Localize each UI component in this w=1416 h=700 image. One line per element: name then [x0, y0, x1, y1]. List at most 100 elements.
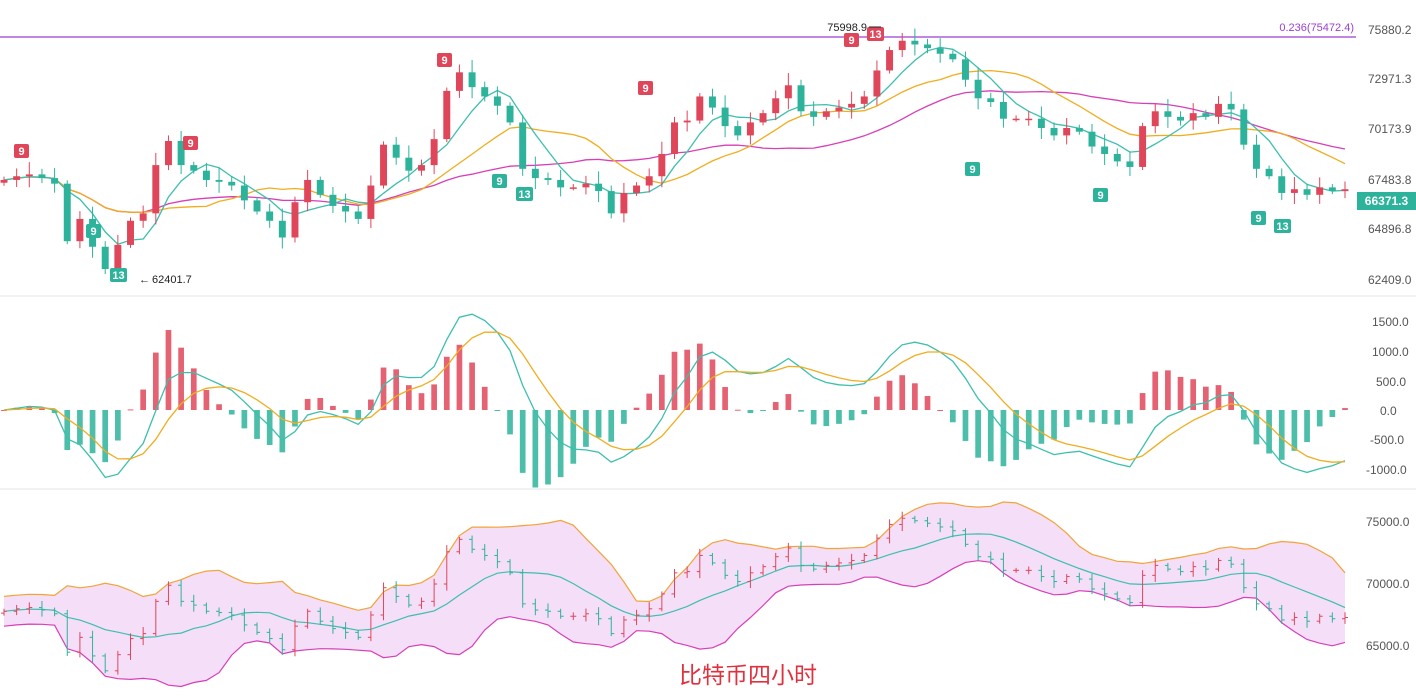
boll-tick: 75000.0	[1366, 515, 1410, 529]
candle	[493, 86, 501, 115]
macd-bar	[848, 410, 855, 421]
macd-bar	[747, 410, 754, 414]
macd-dea-line	[3, 331, 1346, 463]
candle	[481, 81, 489, 102]
macd-bar	[266, 410, 273, 445]
ohlc-bar	[291, 619, 298, 657]
candle	[1050, 122, 1058, 141]
candle	[405, 145, 413, 182]
macd-bar	[608, 410, 615, 442]
ohlc-bar	[1076, 572, 1083, 583]
ohlc-bar	[937, 518, 944, 533]
candle	[645, 168, 653, 193]
candle	[886, 46, 894, 74]
macd-bar	[1, 410, 7, 411]
macd-bar	[1101, 410, 1108, 424]
candle	[936, 38, 944, 63]
candle	[278, 208, 286, 249]
macd-bar	[545, 410, 551, 485]
ohlc-bar	[1342, 612, 1348, 624]
ohlc-bar	[1139, 570, 1146, 608]
macd-bar	[456, 344, 463, 410]
macd-bar	[1025, 410, 1032, 450]
macd-bar	[1278, 410, 1285, 460]
macd-bar	[1316, 410, 1323, 427]
ohlc-bar	[532, 598, 539, 616]
macd-bar	[1152, 371, 1159, 410]
candle	[177, 130, 185, 175]
macd-bar	[1165, 370, 1171, 410]
candle	[772, 90, 780, 121]
macd-bar	[115, 410, 121, 441]
macd-bar	[1329, 410, 1336, 417]
ohlc-bar	[1000, 552, 1007, 577]
candle	[708, 88, 716, 115]
ohlc-bar	[418, 597, 425, 609]
macd-bar	[89, 410, 96, 454]
macd-bar	[140, 389, 147, 410]
macd-bar	[1202, 386, 1209, 410]
ohlc-bar	[1253, 581, 1260, 611]
candle	[253, 197, 261, 215]
fib-0236-label: 0.236(75472.4)	[1279, 22, 1354, 34]
candle	[455, 64, 463, 98]
macd-bar	[621, 410, 627, 424]
candle	[974, 67, 982, 110]
macd-bar	[760, 410, 766, 411]
macd-bar	[279, 410, 286, 453]
ohlc-bar	[823, 561, 830, 573]
svg-text:9: 9	[969, 164, 975, 176]
macd-bar	[292, 410, 298, 427]
candle	[671, 116, 678, 159]
macd-bar	[507, 410, 513, 435]
macd-bar	[64, 410, 71, 451]
macd-bar	[152, 352, 159, 410]
ohlc-bar	[266, 628, 273, 643]
candle	[63, 180, 71, 245]
current-price-badge: 66371.3	[1357, 192, 1416, 210]
ohlc-bar	[1215, 557, 1222, 572]
macd-bar	[949, 410, 956, 423]
ohlc-bar	[494, 548, 501, 569]
macd-bar	[886, 380, 893, 410]
macd-bar	[178, 347, 184, 410]
macd-bar	[1051, 410, 1057, 440]
macd-bar	[912, 383, 918, 410]
candle	[228, 176, 236, 191]
candle	[999, 91, 1007, 128]
ohlc-bar	[89, 630, 96, 663]
price-tick: 67483.8	[1368, 173, 1412, 187]
macd-bar	[254, 410, 260, 439]
ohlc-bar	[608, 616, 615, 637]
macd-tick: -500.0	[1370, 433, 1404, 447]
svg-text:9: 9	[187, 138, 193, 150]
candle	[1215, 96, 1222, 124]
ohlc-bar	[1266, 601, 1273, 612]
low-annotation-arrow: ←	[139, 274, 150, 286]
candle	[164, 135, 172, 171]
macd-bar	[443, 356, 450, 410]
macd-bar	[1114, 410, 1121, 425]
candle	[1164, 99, 1172, 128]
ohlc-bar	[393, 581, 400, 603]
candle	[1240, 103, 1248, 150]
ohlc-bar	[722, 559, 729, 580]
ohlc-bar	[76, 632, 83, 658]
td-marker-green: 9	[492, 174, 507, 188]
candle	[329, 187, 337, 213]
macd-histogram	[1, 330, 1348, 488]
ohlc-bar	[1, 608, 7, 616]
candle	[1139, 122, 1147, 170]
candle	[443, 87, 451, 143]
macd-bar	[1240, 410, 1247, 420]
svg-text:9: 9	[1255, 213, 1261, 225]
ohlc-bar	[1304, 610, 1311, 628]
candle	[1177, 111, 1185, 126]
candle	[519, 114, 527, 176]
candle	[848, 91, 856, 119]
macd-bar	[924, 396, 931, 410]
price-tick: 75880.2	[1368, 23, 1412, 37]
boll-tick: 70000.0	[1366, 577, 1410, 591]
ohlc-bar	[241, 608, 248, 632]
macd-bar	[557, 410, 564, 478]
